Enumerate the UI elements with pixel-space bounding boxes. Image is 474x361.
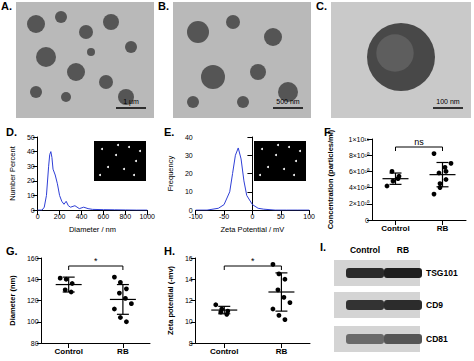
svg-text:100 nm: 100 nm <box>436 98 460 105</box>
svg-text:E.: E. <box>164 126 174 138</box>
svg-text:Control: Control <box>381 224 409 233</box>
svg-text:40: 40 <box>185 134 193 141</box>
svg-text:100: 100 <box>27 318 39 325</box>
svg-text:30: 30 <box>185 152 193 159</box>
svg-text:6×10¹⁰: 6×10¹⁰ <box>349 168 370 175</box>
svg-text:-50: -50 <box>219 213 229 220</box>
svg-text:2×10¹⁰: 2×10¹⁰ <box>349 200 370 207</box>
svg-text:G.: G. <box>6 245 18 257</box>
svg-text:F.: F. <box>324 126 333 138</box>
svg-text:20: 20 <box>185 170 193 177</box>
svg-text:200: 200 <box>54 213 66 220</box>
svg-text:CD81: CD81 <box>426 334 448 344</box>
svg-text:Concentration (particles/ml): Concentration (particles/ml) <box>326 129 335 229</box>
svg-text:80: 80 <box>31 340 39 347</box>
html-text:A.: A. <box>1 0 12 12</box>
svg-text:12: 12 <box>185 297 193 304</box>
svg-text:Zeta Potential / mV: Zeta Potential / mV <box>221 225 285 234</box>
svg-text:30: 30 <box>27 163 35 170</box>
svg-text:0: 0 <box>31 207 35 214</box>
svg-text:100: 100 <box>303 213 315 220</box>
svg-text:10: 10 <box>27 192 35 199</box>
svg-text:120: 120 <box>27 297 39 304</box>
html-text:C.: C. <box>316 0 327 12</box>
svg-text:4×10¹⁰: 4×10¹⁰ <box>349 184 370 191</box>
svg-text:Zeta potential (-mv): Zeta potential (-mv) <box>166 265 175 335</box>
svg-text:Diameter / nm: Diameter / nm <box>69 225 116 234</box>
svg-text:RB: RB <box>276 347 288 356</box>
svg-text:500 nm: 500 nm <box>276 98 300 105</box>
svg-text:14: 14 <box>185 276 193 283</box>
svg-text:8×10¹⁰: 8×10¹⁰ <box>349 152 370 159</box>
svg-text:160: 160 <box>27 255 39 262</box>
svg-text:140: 140 <box>27 276 39 283</box>
svg-text:1 μm: 1 μm <box>123 98 139 106</box>
svg-text:-100: -100 <box>189 213 203 220</box>
svg-text:Diameter (nm): Diameter (nm) <box>8 275 17 326</box>
svg-text:8: 8 <box>189 340 193 347</box>
svg-text:600: 600 <box>98 213 110 220</box>
svg-text:1×10¹¹: 1×10¹¹ <box>349 136 370 143</box>
svg-text:D.: D. <box>6 126 17 138</box>
svg-text:Control: Control <box>210 347 238 356</box>
svg-text:50: 50 <box>277 213 285 220</box>
svg-text:RB: RB <box>397 245 409 255</box>
svg-text:RB: RB <box>117 347 129 356</box>
svg-text:TSG101: TSG101 <box>426 268 458 278</box>
svg-text:*: * <box>94 256 98 266</box>
html-text:B.: B. <box>158 0 169 12</box>
svg-text:50: 50 <box>27 134 35 141</box>
svg-text:400: 400 <box>76 213 88 220</box>
svg-text:Control: Control <box>54 347 82 356</box>
svg-text:10: 10 <box>185 188 193 195</box>
svg-text:800: 800 <box>119 213 131 220</box>
svg-text:Frequency: Frequency <box>166 156 175 192</box>
svg-text:10: 10 <box>185 318 193 325</box>
svg-text:0: 0 <box>188 206 193 214</box>
svg-text:Control: Control <box>350 245 380 255</box>
svg-text:*: * <box>251 256 255 266</box>
svg-text:Number Percent: Number Percent <box>8 145 17 201</box>
svg-text:0: 0 <box>36 213 40 220</box>
svg-text:CD9: CD9 <box>426 300 443 310</box>
svg-text:RB: RB <box>437 224 449 233</box>
svg-text:20: 20 <box>27 177 35 184</box>
svg-text:0: 0 <box>365 217 369 224</box>
svg-text:40: 40 <box>27 148 35 155</box>
svg-text:ns: ns <box>414 137 424 147</box>
svg-text:H.: H. <box>164 245 175 257</box>
svg-text:16: 16 <box>185 255 193 262</box>
svg-text:1000: 1000 <box>139 213 155 220</box>
svg-text:0: 0 <box>250 213 254 220</box>
html-text:I.: I. <box>320 241 327 253</box>
